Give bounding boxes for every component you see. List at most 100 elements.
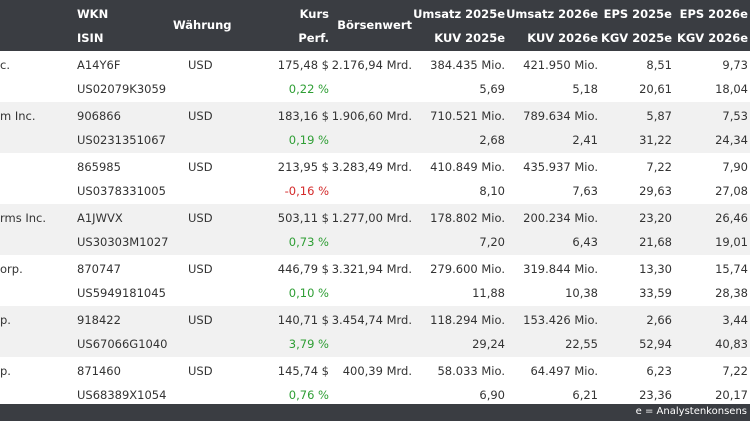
currency-value: USD — [188, 364, 213, 378]
kuv-2025-value: 5,69 — [479, 82, 505, 96]
header-waehrung[interactable]: Währung — [173, 18, 232, 32]
header-eps-2025[interactable]: EPS 2025e — [603, 7, 672, 21]
kuv-2025-value: 7,20 — [479, 235, 505, 249]
umsatz-2025-value: 710.521 Mio. — [430, 109, 505, 123]
boersenwert-value: 3.454,74 Mrd. — [331, 313, 412, 327]
company-name[interactable]: c. — [0, 58, 10, 72]
header-boersenwert[interactable]: Börsenwert — [337, 18, 412, 32]
table-row[interactable]: orp. 870747 US5949181045 USD 446,79 $ 0,… — [0, 255, 750, 306]
header-kgv-2025[interactable]: KGV 2025e — [600, 31, 672, 45]
table-row[interactable]: m Inc. 906866 US0231351067 USD 183,16 $ … — [0, 102, 750, 153]
kgv-2026-value: 24,34 — [715, 133, 748, 147]
kgv-2025-value: 23,36 — [639, 388, 672, 402]
kurs-value: 503,11 $ — [277, 211, 329, 225]
kgv-2025-value: 33,59 — [639, 286, 672, 300]
wkn-value: 870747 — [77, 262, 121, 276]
table-row[interactable]: p. 918422 US67066G1040 USD 140,71 $ 3,79… — [0, 306, 750, 357]
umsatz-2025-value: 279.600 Mio. — [430, 262, 505, 276]
eps-2025-value: 13,30 — [639, 262, 672, 276]
umsatz-2025-value: 410.849 Mio. — [430, 160, 505, 174]
kuv-2025-value: 6,90 — [479, 388, 505, 402]
boersenwert-value: 2.176,94 Mrd. — [331, 58, 412, 72]
header-kuv-2026[interactable]: KUV 2026e — [527, 31, 598, 45]
perf-value: 0,76 % — [288, 388, 329, 402]
wkn-value: A1JWVX — [77, 211, 123, 225]
wkn-value: 906866 — [77, 109, 121, 123]
company-name[interactable]: orp. — [0, 262, 23, 276]
kgv-2026-value: 20,17 — [715, 388, 748, 402]
company-name[interactable]: rms Inc. — [0, 211, 47, 225]
currency-value: USD — [188, 313, 213, 327]
table-body: c. A14Y6F US02079K3059 USD 175,48 $ 0,22… — [0, 51, 750, 404]
company-name[interactable]: p. — [0, 313, 11, 327]
boersenwert-value: 1.906,60 Mrd. — [331, 109, 412, 123]
kgv-2025-value: 20,61 — [639, 82, 672, 96]
kuv-2025-value: 29,24 — [472, 337, 505, 351]
footnote-analystenkonsens: e = Analystenkonsens — [635, 406, 747, 417]
kuv-2026-value: 6,21 — [572, 388, 598, 402]
eps-2026-value: 7,22 — [722, 364, 748, 378]
table-row[interactable]: p. 871460 US68389X1054 USD 145,74 $ 0,76… — [0, 357, 750, 408]
wkn-value: 871460 — [77, 364, 121, 378]
header-umsatz-2026[interactable]: Umsatz 2026e — [506, 7, 598, 21]
isin-value: US0231351067 — [77, 133, 166, 147]
eps-2025-value: 23,20 — [639, 211, 672, 225]
kuv-2026-value: 5,18 — [572, 82, 598, 96]
eps-2026-value: 26,46 — [715, 211, 748, 225]
eps-2025-value: 7,22 — [646, 160, 672, 174]
perf-value: 0,10 % — [288, 286, 329, 300]
kurs-value: 145,74 $ — [277, 364, 329, 378]
wkn-value: 918422 — [77, 313, 121, 327]
umsatz-2025-value: 178.802 Mio. — [430, 211, 505, 225]
header-wkn[interactable]: WKN — [77, 7, 109, 21]
header-kuv-2025[interactable]: KUV 2025e — [434, 31, 505, 45]
kuv-2025-value: 11,88 — [472, 286, 505, 300]
eps-2026-value: 7,90 — [722, 160, 748, 174]
header-perf[interactable]: Perf. — [298, 31, 329, 45]
header-eps-2026[interactable]: EPS 2026e — [679, 7, 748, 21]
kgv-2025-value: 29,63 — [639, 184, 672, 198]
eps-2026-value: 9,73 — [722, 58, 748, 72]
table-header: WKN ISIN Währung Kurs Perf. Börsenwert U… — [0, 0, 750, 51]
umsatz-2026-value: 153.426 Mio. — [523, 313, 598, 327]
perf-value: 0,73 % — [288, 235, 329, 249]
wkn-value: A14Y6F — [77, 58, 121, 72]
table-row[interactable]: rms Inc. A1JWVX US30303M1027 USD 503,11 … — [0, 204, 750, 255]
eps-2026-value: 7,53 — [722, 109, 748, 123]
currency-value: USD — [188, 211, 213, 225]
isin-value: US30303M1027 — [77, 235, 169, 249]
eps-2025-value: 2,66 — [646, 313, 672, 327]
perf-value: 3,79 % — [288, 337, 329, 351]
table-footer: e = Analystenkonsens — [0, 404, 750, 421]
umsatz-2025-value: 384.435 Mio. — [430, 58, 505, 72]
header-umsatz-2025[interactable]: Umsatz 2025e — [413, 7, 505, 21]
company-name[interactable]: p. — [0, 364, 11, 378]
kgv-2025-value: 52,94 — [639, 337, 672, 351]
header-kgv-2026[interactable]: KGV 2026e — [676, 31, 748, 45]
table-row[interactable]: c. A14Y6F US02079K3059 USD 175,48 $ 0,22… — [0, 51, 750, 102]
kgv-2025-value: 21,68 — [639, 235, 672, 249]
kgv-2026-value: 27,08 — [715, 184, 748, 198]
kurs-value: 446,79 $ — [277, 262, 329, 276]
boersenwert-value: 3.283,49 Mrd. — [331, 160, 412, 174]
boersenwert-value: 400,39 Mrd. — [342, 364, 412, 378]
wkn-value: 865985 — [77, 160, 121, 174]
umsatz-2025-value: 118.294 Mio. — [430, 313, 505, 327]
kurs-value: 175,48 $ — [277, 58, 329, 72]
eps-2026-value: 3,44 — [722, 313, 748, 327]
header-kurs[interactable]: Kurs — [299, 7, 329, 21]
kgv-2026-value: 18,04 — [715, 82, 748, 96]
umsatz-2025-value: 58.033 Mio. — [437, 364, 505, 378]
kgv-2025-value: 31,22 — [639, 133, 672, 147]
currency-value: USD — [188, 109, 213, 123]
kuv-2026-value: 22,55 — [565, 337, 598, 351]
kuv-2026-value: 10,38 — [565, 286, 598, 300]
kurs-value: 140,71 $ — [277, 313, 329, 327]
boersenwert-value: 3.321,94 Mrd. — [331, 262, 412, 276]
company-name[interactable]: m Inc. — [0, 109, 36, 123]
currency-value: USD — [188, 58, 213, 72]
table-row[interactable]: 865985 US0378331005 USD 213,95 $ -0,16 %… — [0, 153, 750, 204]
header-isin[interactable]: ISIN — [77, 31, 104, 45]
perf-value: 0,19 % — [288, 133, 329, 147]
umsatz-2026-value: 435.937 Mio. — [523, 160, 598, 174]
